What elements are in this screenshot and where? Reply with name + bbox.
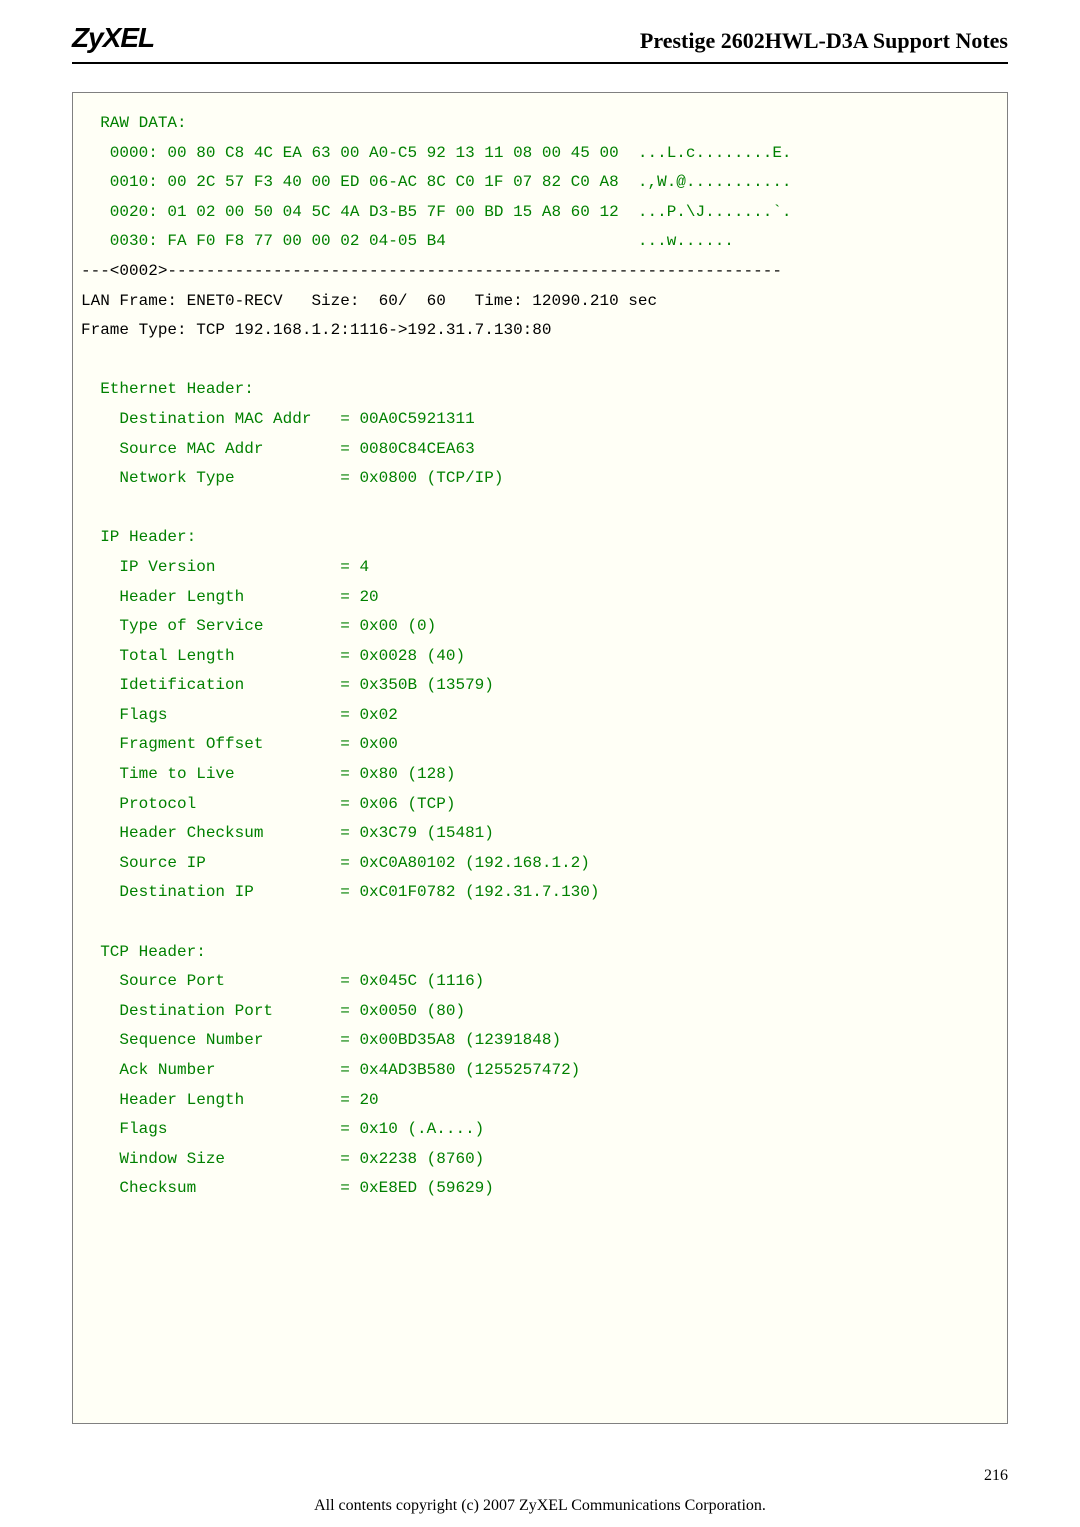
code-line: Type of Service = 0x00 (0) xyxy=(73,612,1007,642)
code-line: Fragment Offset = 0x00 xyxy=(73,730,1007,760)
code-line: 0020: 01 02 00 50 04 5C 4A D3-B5 7F 00 B… xyxy=(73,198,1007,228)
code-line: TCP Header: xyxy=(73,938,1007,968)
code-line: Header Checksum = 0x3C79 (15481) xyxy=(73,819,1007,849)
code-line: Protocol = 0x06 (TCP) xyxy=(73,790,1007,820)
code-line: Header Length = 20 xyxy=(73,1086,1007,1116)
code-line: Window Size = 0x2238 (8760) xyxy=(73,1145,1007,1175)
code-line: Sequence Number = 0x00BD35A8 (12391848) xyxy=(73,1026,1007,1056)
code-line: LAN Frame: ENET0-RECV Size: 60/ 60 Time:… xyxy=(73,287,1007,317)
page-number: 216 xyxy=(984,1467,1008,1485)
code-line: Flags = 0x02 xyxy=(73,701,1007,731)
code-line: 0010: 00 2C 57 F3 40 00 ED 06-AC 8C C0 1… xyxy=(73,168,1007,198)
code-block: RAW DATA: 0000: 00 80 C8 4C EA 63 00 A0-… xyxy=(73,109,1007,1204)
code-line: 0000: 00 80 C8 4C EA 63 00 A0-C5 92 13 1… xyxy=(73,139,1007,169)
code-line: Checksum = 0xE8ED (59629) xyxy=(73,1174,1007,1204)
code-line: Header Length = 20 xyxy=(73,583,1007,613)
header-title: Prestige 2602HWL-D3A Support Notes xyxy=(640,28,1008,54)
code-line: Ack Number = 0x4AD3B580 (1255257472) xyxy=(73,1056,1007,1086)
code-line xyxy=(73,494,1007,524)
header-divider xyxy=(72,62,1008,64)
code-line: Network Type = 0x0800 (TCP/IP) xyxy=(73,464,1007,494)
footer-text: All contents copyright (c) 2007 ZyXEL Co… xyxy=(0,1497,1080,1515)
code-line: Source MAC Addr = 0080C84CEA63 xyxy=(73,435,1007,465)
code-line: Time to Live = 0x80 (128) xyxy=(73,760,1007,790)
code-line: RAW DATA: xyxy=(73,109,1007,139)
code-line: Destination MAC Addr = 00A0C5921311 xyxy=(73,405,1007,435)
code-line: ---<0002>-------------------------------… xyxy=(73,257,1007,287)
code-line: IP Header: xyxy=(73,523,1007,553)
code-line: 0030: FA F0 F8 77 00 00 02 04-05 B4 ...w… xyxy=(73,227,1007,257)
code-line: Source IP = 0xC0A80102 (192.168.1.2) xyxy=(73,849,1007,879)
code-line xyxy=(73,346,1007,376)
code-line: Destination IP = 0xC01F0782 (192.31.7.13… xyxy=(73,878,1007,908)
code-line: Total Length = 0x0028 (40) xyxy=(73,642,1007,672)
page-header: ZyXEL Prestige 2602HWL-D3A Support Notes xyxy=(0,0,1080,62)
code-line: Frame Type: TCP 192.168.1.2:1116->192.31… xyxy=(73,316,1007,346)
code-line: Ethernet Header: xyxy=(73,375,1007,405)
code-line: Flags = 0x10 (.A....) xyxy=(73,1115,1007,1145)
code-line: Source Port = 0x045C (1116) xyxy=(73,967,1007,997)
logo: ZyXEL xyxy=(72,22,154,54)
code-line: Idetification = 0x350B (13579) xyxy=(73,671,1007,701)
code-line: IP Version = 4 xyxy=(73,553,1007,583)
content-box: RAW DATA: 0000: 00 80 C8 4C EA 63 00 A0-… xyxy=(72,92,1008,1424)
code-line xyxy=(73,908,1007,938)
code-line: Destination Port = 0x0050 (80) xyxy=(73,997,1007,1027)
